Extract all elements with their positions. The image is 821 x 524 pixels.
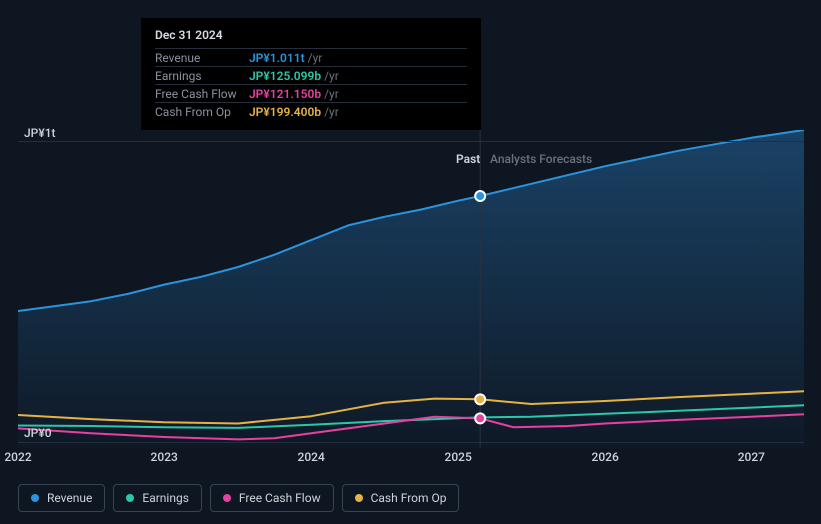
- legend-item-label: Earnings: [142, 491, 189, 505]
- tooltip-row-value: JP¥121.150b: [249, 87, 321, 101]
- legend-dot: [126, 494, 134, 502]
- legend-item-free-cash-flow[interactable]: Free Cash Flow: [210, 484, 334, 512]
- x-axis-label: 2027: [738, 450, 765, 464]
- tooltip-row-label: Cash From Op: [155, 105, 249, 119]
- legend-dot: [31, 494, 39, 502]
- tooltip-row: Cash From OpJP¥199.400b/yr: [155, 102, 467, 120]
- legend-item-revenue[interactable]: Revenue: [18, 484, 105, 512]
- tooltip-row-label: Revenue: [155, 51, 249, 65]
- y-axis-label-0: JP¥0: [24, 426, 52, 440]
- tooltip-row-value: JP¥125.099b: [249, 69, 321, 83]
- chart-svg: [18, 130, 804, 448]
- tooltip-row-value: JP¥1.011t: [249, 51, 305, 65]
- legend-dot: [355, 494, 363, 502]
- tooltip-row-label: Free Cash Flow: [155, 87, 249, 101]
- legend-dot: [223, 494, 231, 502]
- legend-item-label: Free Cash Flow: [239, 491, 321, 505]
- forecast-label: Analysts Forecasts: [490, 152, 592, 166]
- x-axis: 202220232024202520262027: [18, 450, 804, 470]
- legend-item-cash-from-op[interactable]: Cash From Op: [342, 484, 460, 512]
- past-label: Past: [456, 152, 480, 166]
- x-axis-label: 2024: [298, 450, 325, 464]
- x-axis-label: 2025: [445, 450, 472, 464]
- legend: Revenue Earnings Free Cash Flow Cash From O…: [18, 484, 459, 512]
- legend-item-earnings[interactable]: Earnings: [113, 484, 202, 512]
- x-axis-label: 2022: [4, 450, 31, 464]
- tooltip-row: Free Cash FlowJP¥121.150b/yr: [155, 84, 467, 102]
- tooltip-row: RevenueJP¥1.011t/yr: [155, 48, 467, 66]
- gridline-1t: [18, 141, 804, 142]
- tooltip-date: Dec 31 2024: [155, 28, 467, 42]
- x-axis-label: 2026: [592, 450, 619, 464]
- chart-tooltip: Dec 31 2024 RevenueJP¥1.011t/yrEarningsJ…: [141, 18, 481, 130]
- gridline-0: [18, 442, 804, 443]
- tooltip-row-value: JP¥199.400b: [249, 105, 321, 119]
- chart-plot-area: [18, 130, 804, 448]
- tooltip-row-unit: /yr: [324, 87, 339, 101]
- tooltip-row-unit: /yr: [324, 69, 339, 83]
- tooltip-row: EarningsJP¥125.099b/yr: [155, 66, 467, 84]
- y-axis-label-1t: JP¥1t: [24, 126, 56, 140]
- tooltip-row-label: Earnings: [155, 69, 249, 83]
- x-axis-label: 2023: [151, 450, 178, 464]
- legend-item-label: Cash From Op: [371, 491, 447, 505]
- tooltip-rows: RevenueJP¥1.011t/yrEarningsJP¥125.099b/y…: [155, 48, 467, 120]
- tooltip-row-unit: /yr: [324, 105, 339, 119]
- legend-item-label: Revenue: [47, 491, 92, 505]
- tooltip-row-unit: /yr: [308, 51, 323, 65]
